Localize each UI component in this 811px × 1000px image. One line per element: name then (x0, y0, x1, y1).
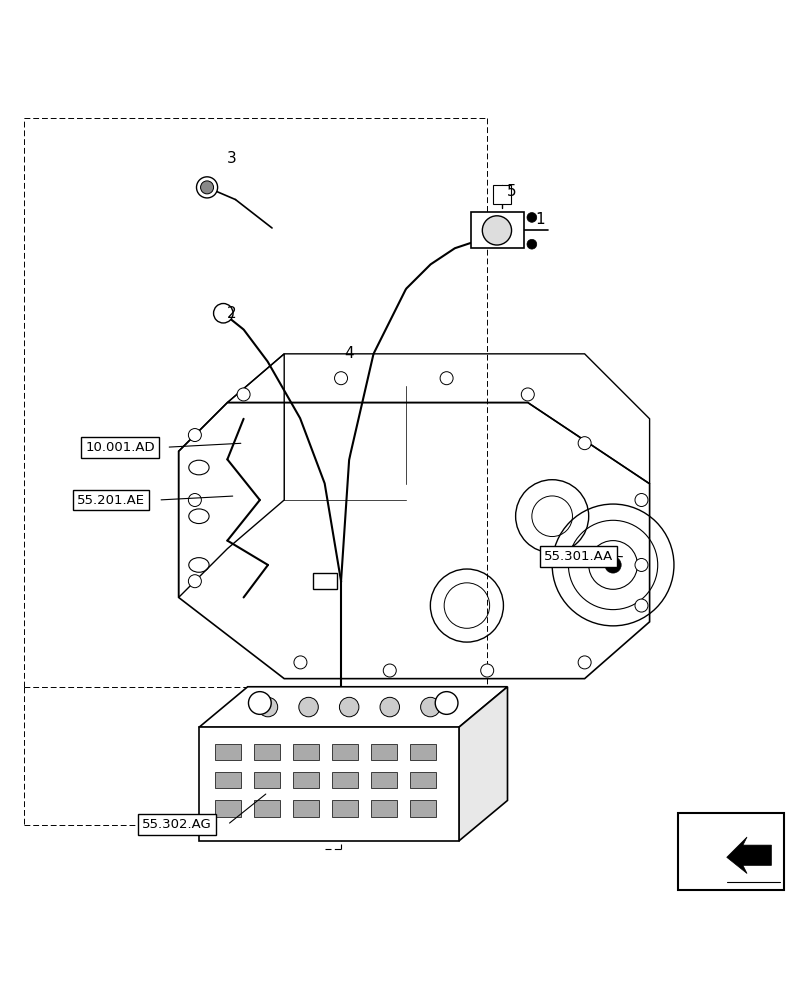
Text: 2: 2 (226, 306, 236, 321)
Bar (410, 772, 436, 788)
Circle shape (634, 494, 647, 506)
Circle shape (294, 656, 307, 669)
Bar (371, 744, 397, 760)
Bar (312, 573, 337, 589)
Circle shape (298, 697, 318, 717)
Circle shape (482, 216, 511, 245)
Bar (470, 212, 523, 248)
Text: 55.302.AG: 55.302.AG (142, 818, 212, 831)
Text: 4: 4 (344, 346, 354, 361)
Circle shape (258, 697, 277, 717)
Bar (254, 772, 280, 788)
Circle shape (196, 177, 217, 198)
Circle shape (213, 303, 233, 323)
Text: 5: 5 (506, 184, 516, 199)
Circle shape (577, 437, 590, 450)
Circle shape (521, 388, 534, 401)
Bar (410, 800, 436, 817)
Circle shape (380, 697, 399, 717)
Bar (492, 185, 510, 204)
Text: 55.201.AE: 55.201.AE (77, 493, 145, 506)
Polygon shape (199, 687, 507, 727)
Circle shape (420, 697, 440, 717)
Bar (677, 813, 783, 890)
Circle shape (526, 213, 536, 222)
Polygon shape (726, 837, 770, 874)
Bar (215, 744, 241, 760)
Circle shape (435, 692, 457, 714)
Bar (371, 772, 397, 788)
Circle shape (577, 656, 590, 669)
Circle shape (480, 664, 493, 677)
Polygon shape (199, 727, 458, 841)
Circle shape (188, 429, 201, 442)
Circle shape (334, 372, 347, 385)
Text: 55.301.AA: 55.301.AA (543, 550, 612, 563)
Bar (332, 744, 358, 760)
Bar (371, 800, 397, 817)
Circle shape (188, 494, 201, 506)
Bar (293, 772, 319, 788)
Text: 10.001.AD: 10.001.AD (85, 441, 155, 454)
Bar (332, 800, 358, 817)
Bar (254, 744, 280, 760)
Circle shape (248, 692, 271, 714)
Bar (293, 744, 319, 760)
Circle shape (188, 575, 201, 588)
Circle shape (237, 388, 250, 401)
Text: 1: 1 (534, 212, 544, 227)
Polygon shape (458, 687, 507, 841)
Circle shape (526, 239, 536, 249)
Bar (293, 800, 319, 817)
Circle shape (339, 697, 358, 717)
Circle shape (634, 558, 647, 571)
Text: 3: 3 (226, 151, 236, 166)
Bar (410, 744, 436, 760)
Bar (215, 772, 241, 788)
Bar (254, 800, 280, 817)
Bar (332, 772, 358, 788)
Circle shape (604, 557, 620, 573)
Bar (215, 800, 241, 817)
Circle shape (440, 372, 453, 385)
Circle shape (383, 664, 396, 677)
Circle shape (634, 599, 647, 612)
Circle shape (200, 181, 213, 194)
